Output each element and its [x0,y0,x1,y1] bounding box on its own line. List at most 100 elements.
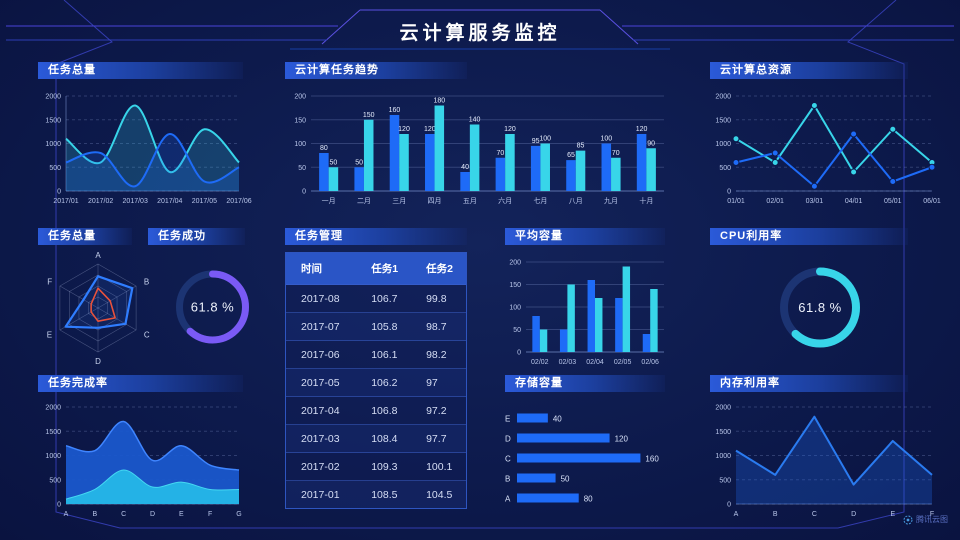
svg-text:0: 0 [517,350,521,357]
svg-text:0: 0 [727,189,731,196]
table-row: 2017-07 105.8 98.7 [286,312,466,341]
table-cell: 109.3 [356,452,412,481]
svg-text:70: 70 [496,150,504,157]
svg-text:120: 120 [615,435,629,444]
table-cell: 2017-02 [286,452,357,481]
memory-chart: 0 500 1000 1500 2000 A B C D E F [715,405,934,519]
svg-text:2000: 2000 [715,94,731,101]
table-cell: 105.8 [356,312,412,341]
completion-chart: 0 500 1000 1500 2000 A B C D E F G [45,405,241,519]
table-cell: 106.1 [356,340,412,369]
svg-text:0: 0 [727,502,731,509]
svg-text:2017/03: 2017/03 [123,198,148,205]
svg-text:四月: 四月 [428,197,442,205]
table-row: 2017-01 108.5 104.5 [286,480,466,508]
svg-text:一月: 一月 [322,197,336,205]
svg-text:02/03: 02/03 [559,359,577,366]
table-cell: 97.7 [411,424,466,453]
panel-title-tasks-total: 任务总量 [38,62,243,79]
svg-text:65: 65 [567,152,575,159]
svg-text:500: 500 [49,165,61,172]
cpu-donut-chart: 61.8 % [780,267,860,348]
table-cell: 104.5 [411,480,466,508]
svg-text:80: 80 [584,495,593,504]
svg-text:B: B [773,511,778,518]
brand-watermark: 腾讯云图 [903,514,948,525]
svg-text:二月: 二月 [357,197,371,205]
svg-text:150: 150 [509,282,521,289]
svg-text:500: 500 [719,165,731,172]
table-row: 2017-04 106.8 97.2 [286,396,466,425]
table-cell: 106.8 [356,396,412,425]
svg-text:04/01: 04/01 [845,198,863,205]
brand-label: 腾讯云图 [916,515,948,524]
table-cell: 108.4 [356,424,412,453]
svg-text:01/01: 01/01 [727,198,745,205]
svg-text:C: C [812,511,817,518]
avg-capacity-chart: 0 50 100 150 200 02/02 02/03 02/04 02/05 02/06 [509,260,664,366]
svg-text:61.8 %: 61.8 % [798,300,841,315]
svg-text:02/05: 02/05 [614,359,632,366]
svg-text:160: 160 [645,455,659,464]
svg-text:D: D [95,357,101,366]
panel-title-trend: 云计算任务趋势 [285,62,467,79]
svg-text:2017/06: 2017/06 [226,198,251,205]
svg-text:70: 70 [612,150,620,157]
table-row: 2017-03 108.4 97.7 [286,424,466,453]
svg-text:D: D [150,511,155,518]
radar-chart: A B C D E F [47,251,150,366]
task-table-container: 时间 任务1 任务2 2017-08 106.7 99.8 2017-07 105.8 98.… [285,252,467,509]
panel-title-cpu: CPU利用率 [710,228,908,245]
svg-text:三月: 三月 [392,197,406,205]
svg-text:八月: 八月 [569,197,583,205]
table-header-row: 时间 任务1 任务2 [286,253,466,285]
svg-text:50: 50 [298,165,306,172]
panel-title-radar: 任务总量 [38,228,132,245]
table-cell: 2017-06 [286,340,357,369]
resources-chart: 0 500 1000 1500 2000 01/01 02/01 03/01 04/01 05/0… [715,94,940,206]
svg-text:2000: 2000 [715,405,731,412]
table-cell: 2017-05 [286,368,357,397]
table-cell: 97.2 [411,396,466,425]
svg-text:1000: 1000 [45,141,61,148]
svg-text:1000: 1000 [715,141,731,148]
svg-text:50: 50 [330,159,338,166]
svg-text:B: B [505,475,510,484]
table-header-cell: 任务2 [411,253,466,285]
svg-text:C: C [121,511,126,518]
panel-title-task-table: 任务管理 [285,228,467,245]
task-table: 时间 任务1 任务2 2017-08 106.7 99.8 2017-07 105.8 98.… [286,253,466,508]
svg-text:F: F [47,278,52,287]
svg-text:五月: 五月 [463,197,477,205]
svg-text:1000: 1000 [715,453,731,460]
svg-text:0: 0 [57,502,61,509]
tasks-total-chart: 0 500 1000 1500 2000 2017/01 2017/02 2017/03 201… [45,94,251,206]
table-cell: 98.7 [411,312,466,341]
table-row: 2017-02 109.3 100.1 [286,452,466,481]
table-cell: 2017-03 [286,424,357,453]
svg-text:E: E [47,331,52,340]
panel-title-success: 任务成功 [148,228,245,245]
table-header-cell: 任务1 [356,253,412,285]
svg-text:2017/05: 2017/05 [192,198,217,205]
table-cell: 2017-07 [286,312,357,341]
svg-text:B: B [92,511,97,518]
svg-text:G: G [236,511,241,518]
table-row: 2017-05 106.2 97 [286,368,466,397]
svg-text:100: 100 [509,305,521,312]
svg-text:40: 40 [553,415,562,424]
table-cell: 99.8 [411,284,466,313]
table-cell: 108.5 [356,480,412,508]
table-row: 2017-06 106.1 98.2 [286,340,466,369]
table-cell: 106.2 [356,368,412,397]
svg-text:500: 500 [719,477,731,484]
svg-text:C: C [144,331,150,340]
svg-text:140: 140 [469,117,481,124]
svg-text:A: A [64,511,69,518]
svg-text:0: 0 [302,189,306,196]
svg-text:02/04: 02/04 [586,359,604,366]
svg-text:500: 500 [49,477,61,484]
svg-text:160: 160 [389,107,401,114]
svg-text:120: 120 [504,126,516,133]
